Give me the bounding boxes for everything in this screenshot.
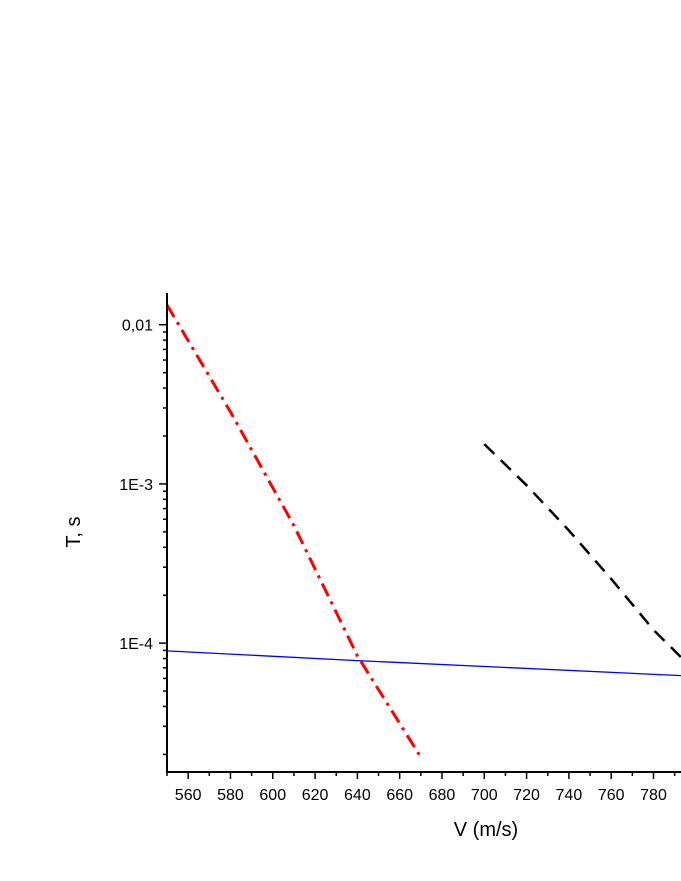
x-tick-label: 720 — [513, 787, 540, 804]
x-tick-label: 740 — [556, 787, 583, 804]
series-line-1 — [165, 304, 423, 758]
series-line-2 — [483, 443, 681, 659]
x-tick-label: 580 — [217, 787, 244, 804]
y-tick-label: 1E-4 — [119, 636, 153, 653]
x-tick-label: 660 — [386, 787, 413, 804]
y-tick-label: 1E-3 — [119, 477, 153, 494]
x-tick-label: 700 — [471, 787, 498, 804]
series-layer — [165, 304, 681, 758]
x-tick-label: 680 — [429, 787, 456, 804]
x-tick-label: 600 — [259, 787, 286, 804]
x-ticks: 560 580 600 620 640 660 680 700 720 740 760 780 — [166, 772, 676, 804]
series-line-3 — [166, 650, 681, 677]
x-tick-label: 780 — [640, 787, 667, 804]
x-tick-label: 560 — [175, 787, 202, 804]
x-tick-label: 640 — [344, 787, 371, 804]
y-tick-label: 0,01 — [122, 318, 153, 335]
x-tick-label: 760 — [598, 787, 625, 804]
x-tick-label: 620 — [302, 787, 329, 804]
y-axis-title: T, s — [63, 516, 85, 547]
axes-layer — [166, 293, 681, 773]
y-ticks: 0,01 1E-3 1E-4 — [119, 318, 167, 756]
x-axis-title: V (m/s) — [454, 819, 518, 841]
